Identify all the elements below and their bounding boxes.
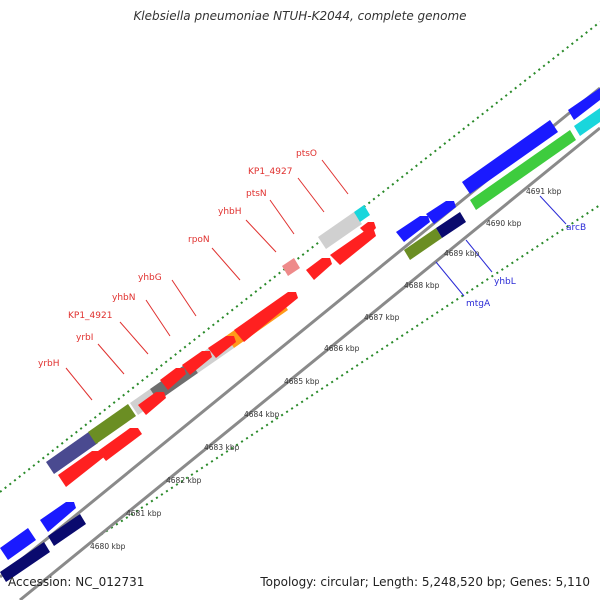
gene-arrow [182, 351, 212, 375]
gene-label: yhbL [494, 277, 516, 287]
gene-arrow-blue [426, 201, 456, 224]
leader-line [145, 299, 171, 337]
tick-label: 4684 kbp [244, 410, 280, 419]
accession-label: Accession: [8, 575, 72, 589]
leader-line [297, 177, 325, 213]
tick-label: 4685 kbp [284, 377, 320, 386]
tick-label: 4681 kbp [126, 509, 162, 518]
leader-line [269, 199, 295, 235]
scale-line-upper [0, 21, 600, 493]
gene-label: yrbH [38, 359, 60, 369]
gene-label: rpoN [188, 235, 210, 245]
gene-block-cyan [574, 108, 600, 136]
gene-block-slate [46, 431, 98, 474]
gene-block-cyan [354, 205, 370, 222]
gene-track-lower [58, 222, 376, 487]
gene-label: ptsN [246, 189, 267, 199]
accession-info: Accession: NC_012731 [8, 575, 144, 589]
gene-label: yhbG [138, 273, 162, 283]
label-leaders-red [65, 159, 349, 401]
gene-label: mtgA [466, 299, 491, 309]
tick-label: 4682 kbp [166, 476, 202, 485]
leader-line [539, 195, 567, 225]
leader-line [321, 159, 349, 195]
leader-line [65, 367, 93, 401]
gene-arrow [208, 336, 236, 358]
gene-block-blue [568, 88, 600, 120]
gene-arrow [306, 258, 332, 280]
leader-line [435, 261, 465, 297]
label-leaders-blue [435, 195, 567, 297]
gene-track-right [396, 88, 600, 260]
gene-label: KP1_4921 [68, 311, 112, 321]
gene-track-bottom-left [0, 502, 86, 582]
gene-block-blue [0, 528, 36, 560]
gene-arrow [160, 368, 186, 390]
tick-label: 4683 kbp [204, 443, 240, 452]
accession-value: NC_012731 [75, 575, 145, 589]
scale-tick-lines [0, 21, 600, 539]
gene-arrow [234, 292, 298, 342]
gene-block-olive [88, 404, 136, 444]
gene-block-lightgray [318, 212, 362, 249]
tick-label: 4680 kbp [90, 542, 126, 551]
gene-label: ptsO [296, 149, 317, 159]
gene-label: yhbH [218, 207, 242, 217]
leader-line [119, 321, 149, 355]
genome-summary: Topology: circular; Length: 5,248,520 bp… [260, 575, 590, 589]
tick-label: 4687 kbp [364, 313, 400, 322]
gene-arrow-blue [40, 502, 76, 532]
gene-block-blue [462, 120, 558, 194]
tick-label: 4691 kbp [526, 187, 562, 196]
gene-block-olive [404, 228, 442, 260]
gene-arrow [58, 451, 104, 487]
leader-line [211, 247, 241, 281]
gene-block-navy [48, 514, 86, 546]
gene-arrow [330, 230, 376, 265]
leader-line [245, 219, 277, 253]
gene-label: KP1_4927 [248, 167, 292, 177]
gene-arrow [98, 428, 142, 461]
gene-arrow-blue [396, 216, 430, 242]
gene-block-pink [282, 258, 300, 276]
tick-label: 4690 kbp [486, 219, 522, 228]
backbone-line-inner [19, 126, 600, 600]
map-title: Klebsiella pneumoniae NTUH-K2044, comple… [133, 9, 467, 23]
gene-track-upper [46, 205, 370, 474]
gene-block-green [470, 130, 576, 210]
leader-line [171, 279, 197, 317]
gene-label: yhbN [112, 293, 135, 303]
gene-arrow [138, 392, 166, 415]
tick-label: 4689 kbp [444, 249, 480, 258]
tick-label: 4688 kbp [404, 281, 440, 290]
gene-block-navy [0, 542, 50, 582]
gene-arrow [360, 222, 376, 236]
gene-label: arcB [566, 223, 586, 233]
leader-line [465, 239, 493, 273]
leader-line [97, 343, 125, 375]
tick-label: 4686 kbp [324, 344, 360, 353]
gene-block-navy [436, 212, 466, 238]
gene-label: yrbI [76, 333, 93, 343]
